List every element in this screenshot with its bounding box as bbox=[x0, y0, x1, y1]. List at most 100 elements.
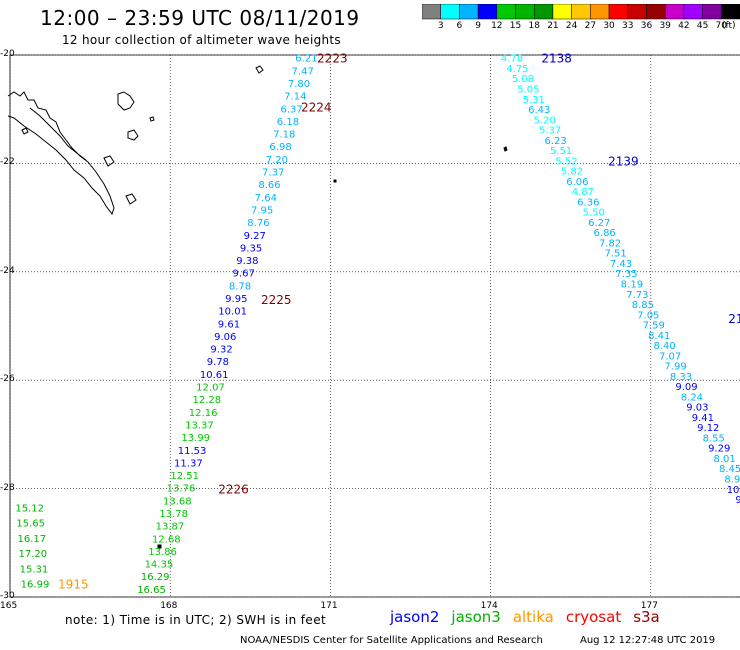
wave-height-value: 9.29 bbox=[708, 444, 730, 455]
wave-height-value: 5.82 bbox=[561, 167, 583, 178]
wave-height-value: 5.50 bbox=[583, 208, 605, 219]
wave-height-colorbar bbox=[422, 4, 740, 20]
colorbar-tick-label: 18 bbox=[528, 21, 540, 31]
wave-height-value: 6.98 bbox=[269, 142, 291, 153]
wave-height-value: 12.68 bbox=[152, 534, 181, 545]
wave-height-value: 7.20 bbox=[266, 155, 288, 166]
wave-height-value: 13.78 bbox=[159, 509, 188, 520]
wave-height-value: 8.76 bbox=[247, 218, 269, 229]
wave-height-value: 9.27 bbox=[244, 231, 266, 242]
wave-height-value: 7.47 bbox=[292, 66, 314, 77]
satellite-legend-item: altika bbox=[512, 608, 554, 626]
latitude-label: -22 bbox=[0, 157, 15, 168]
wave-height-value: 5.08 bbox=[512, 74, 534, 85]
wave-height-value: 7.51 bbox=[604, 249, 626, 260]
orbit-pass-label: 2225 bbox=[261, 293, 292, 307]
wave-height-value: 8.85 bbox=[632, 300, 654, 311]
wave-height-value: 11.53 bbox=[178, 446, 207, 457]
new-caledonia-inner bbox=[29, 107, 87, 161]
longitude-label: 168 bbox=[160, 601, 178, 611]
wave-height-value: 16.65 bbox=[137, 585, 166, 596]
wave-height-value: 5.37 bbox=[539, 126, 561, 137]
wave-height-value: 8.40 bbox=[654, 341, 676, 352]
wave-height-value: 4.75 bbox=[506, 64, 528, 75]
wave-height-value: 10.61 bbox=[200, 370, 229, 381]
satellite-legend-item: jason2 bbox=[390, 608, 440, 626]
wave-height-value: 7.99 bbox=[664, 362, 686, 373]
wave-height-value: 15.65 bbox=[16, 519, 45, 530]
wave-height-value: 13.86 bbox=[148, 547, 177, 558]
wave-height-value: 9.88 bbox=[735, 495, 740, 506]
wave-height-value: 6.23 bbox=[544, 136, 566, 147]
wave-height-value: 6.06 bbox=[566, 177, 588, 188]
colorbar-tick-label: 9 bbox=[475, 21, 481, 31]
wave-height-value: 9.35 bbox=[240, 243, 262, 254]
latitude-label: -24 bbox=[0, 265, 15, 276]
wave-height-value: 9.09 bbox=[675, 382, 697, 393]
wave-height-value: 7.18 bbox=[273, 130, 295, 141]
wave-height-value: 12.07 bbox=[196, 383, 225, 394]
orbit-pass-label: 2224 bbox=[301, 100, 332, 114]
colorbar-tick-label: 15 bbox=[509, 21, 522, 31]
colorbar-tick-label: 21 bbox=[547, 21, 559, 31]
wave-height-value: 15.12 bbox=[15, 504, 44, 515]
orbit-pass-label: 2223 bbox=[317, 52, 348, 66]
map-subtitle: 12 hour collection of altimeter wave hei… bbox=[62, 33, 341, 47]
longitude-label: 177 bbox=[640, 601, 658, 611]
hunter-dot bbox=[333, 179, 337, 183]
wave-height-value: 7.43 bbox=[610, 259, 632, 270]
colorbar-tick-label: 24 bbox=[565, 21, 578, 31]
wave-height-value: 8.55 bbox=[703, 433, 725, 444]
colorbar-tick-label: 36 bbox=[640, 21, 653, 31]
wave-height-value: 16.29 bbox=[141, 572, 170, 583]
wave-height-value: 5.52 bbox=[555, 156, 577, 167]
wave-height-value: 8.78 bbox=[229, 281, 251, 292]
lat-lon-grid bbox=[9, 54, 740, 598]
wave-height-value: 8.94 bbox=[724, 475, 740, 486]
wave-height-value: 9.12 bbox=[697, 423, 719, 434]
wave-height-value: 12.16 bbox=[189, 408, 218, 419]
footer-note: note: 1) Time is in UTC; 2) SWH is in fe… bbox=[65, 613, 327, 627]
longitude-label: 174 bbox=[480, 601, 498, 611]
map-title: 12:00 – 23:59 UTC 08/11/2019 bbox=[40, 6, 360, 30]
wave-height-value: 7.59 bbox=[643, 321, 665, 332]
wave-height-value: 5.05 bbox=[517, 85, 539, 96]
orbit-pass-label: 2138 bbox=[541, 52, 572, 66]
wave-height-value: 13.99 bbox=[181, 433, 210, 444]
wave-height-value: 9.61 bbox=[218, 319, 240, 330]
colorbar-unit: (ft) bbox=[722, 21, 736, 31]
loyalty-island-2 bbox=[127, 129, 139, 141]
colorbar-tick-label: 45 bbox=[696, 21, 709, 31]
wave-height-value: 9.41 bbox=[692, 413, 714, 424]
wave-height-value: 9.32 bbox=[210, 345, 232, 356]
wave-height-value: 4.87 bbox=[572, 187, 594, 198]
colorbar-tick-label: 12 bbox=[491, 21, 503, 31]
orbit-pass-label: 2139 bbox=[608, 155, 639, 169]
satellite-legend-item: cryosat bbox=[565, 608, 622, 626]
longitude-label: 165 bbox=[0, 601, 18, 611]
wave-height-value: 8.19 bbox=[621, 280, 643, 291]
wave-height-value: 17.20 bbox=[19, 549, 48, 560]
colorbar-tick-label: 39 bbox=[659, 21, 671, 31]
matthew-island bbox=[255, 65, 264, 74]
wave-height-value: 7.35 bbox=[615, 269, 637, 280]
wave-height-value: 12.28 bbox=[192, 395, 221, 406]
wave-height-value: 6.21 bbox=[295, 54, 317, 65]
generation-timestamp: Aug 12 12:27:48 UTC 2019 bbox=[580, 635, 716, 646]
wave-height-value: 6.43 bbox=[528, 105, 550, 116]
colorbar-tick-label: 42 bbox=[678, 21, 690, 31]
wave-height-value: 5.20 bbox=[534, 115, 556, 126]
wave-height-value: 9.03 bbox=[686, 403, 708, 414]
walpole-dot bbox=[157, 544, 162, 549]
wave-height-value: 7.95 bbox=[251, 205, 273, 216]
latitude-label: -30 bbox=[0, 591, 15, 601]
coastline bbox=[7, 65, 508, 549]
wave-height-value: 11.37 bbox=[174, 458, 203, 469]
plot-border bbox=[9, 54, 740, 598]
colorbar-labels: 3 6 9 12 15 18 21 24 27 30 33 36 39 42 45 70 (ft) bbox=[422, 21, 740, 35]
wave-height-value: 9.78 bbox=[207, 357, 229, 368]
wave-height-value: 13.76 bbox=[167, 484, 196, 495]
colorbar-tick-label: 6 bbox=[456, 21, 463, 31]
longitude-label: 171 bbox=[320, 601, 338, 611]
wave-height-value: 7.05 bbox=[637, 310, 659, 321]
